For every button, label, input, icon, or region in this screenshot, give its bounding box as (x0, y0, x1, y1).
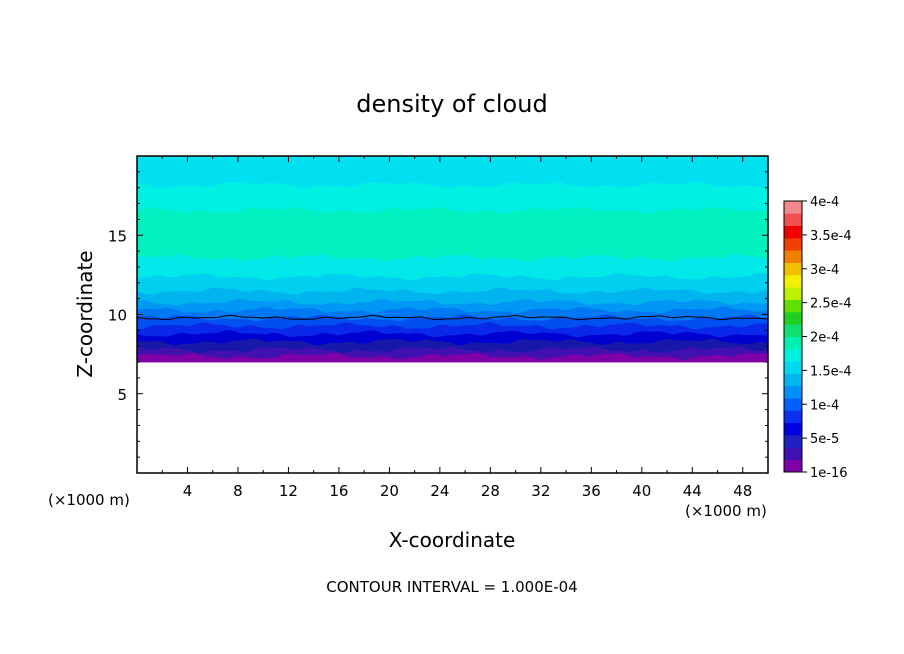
colorbar: 1e-16 5e-5 1e-4 1.5e-4 2e-4 2.5e-4 3e-4 3.5e-4 4… (783, 195, 852, 481)
x-unit-left: (×1000 m) (48, 491, 130, 509)
x-tick-label: 16 (329, 482, 348, 500)
y-tick-label: 5 (117, 386, 127, 404)
chart-title: density of cloud (356, 90, 547, 118)
density-layer (137, 206, 768, 262)
x-unit-right: (×1000 m) (685, 502, 767, 520)
colorbar-label: 5e-5 (810, 432, 839, 447)
colorbar-label: 2.5e-4 (810, 297, 852, 312)
colorbar-swatch (784, 237, 802, 251)
density-layer (137, 156, 768, 189)
x-tick-label: 8 (233, 482, 243, 500)
y-tick-label: 10 (108, 307, 127, 325)
x-tick-label: 28 (481, 482, 500, 500)
colorbar-swatch (784, 410, 802, 424)
colorbar-swatch (784, 373, 802, 387)
y-axis: 5 10 15 (108, 171, 768, 458)
colorbar-label: 3.5e-4 (810, 229, 852, 244)
contour-line-path (137, 314, 768, 321)
x-axis-label: X-coordinate (389, 528, 516, 552)
x-tick-label: 44 (683, 482, 702, 500)
colorbar-swatch (784, 250, 802, 263)
colorbar-swatch (784, 213, 802, 227)
colorbar-swatch (784, 348, 802, 362)
colorbar-swatch (784, 201, 802, 214)
colorbar-swatch (784, 336, 802, 350)
colorbar-swatch (784, 311, 802, 325)
x-tick-label: 48 (733, 482, 752, 500)
contour-interval-footer: CONTOUR INTERVAL = 1.000E-04 (326, 578, 577, 596)
colorbar-swatch (784, 324, 802, 337)
colorbar-label: 1e-16 (810, 466, 848, 481)
x-tick-label: 36 (582, 482, 601, 500)
colorbar-swatch (784, 398, 802, 411)
colorbar-swatch (784, 361, 802, 374)
x-tick-label: 20 (380, 482, 399, 500)
x-tick-label: 4 (183, 482, 193, 500)
cloud-density-field (137, 156, 768, 363)
x-tick-label: 32 (531, 482, 550, 500)
colorbar-label: 3e-4 (810, 263, 839, 278)
colorbar-swatch (784, 274, 802, 288)
x-axis: 4 8 12 16 20 24 28 32 36 40 44 48 (161, 156, 752, 500)
colorbar-swatch (784, 299, 802, 313)
x-tick-label: 24 (430, 482, 449, 500)
contour-line (137, 314, 768, 321)
colorbar-swatch (784, 422, 802, 436)
y-tick-label: 15 (108, 227, 127, 245)
colorbar-label: 1e-4 (810, 398, 839, 413)
colorbar-swatch (784, 435, 802, 448)
colorbar-label: 1.5e-4 (810, 364, 852, 379)
colorbar-swatch (784, 447, 802, 461)
y-axis-label: Z-coordinate (73, 250, 97, 377)
colorbar-label: 4e-4 (810, 195, 839, 210)
x-tick-label: 40 (632, 482, 651, 500)
colorbar-swatch (784, 262, 802, 276)
colorbar-swatch (784, 287, 802, 300)
colorbar-swatch (784, 459, 802, 473)
x-tick-label: 12 (279, 482, 298, 500)
colorbar-swatch (784, 385, 802, 399)
colorbar-label: 2e-4 (810, 331, 839, 346)
colorbar-swatch (784, 225, 802, 239)
